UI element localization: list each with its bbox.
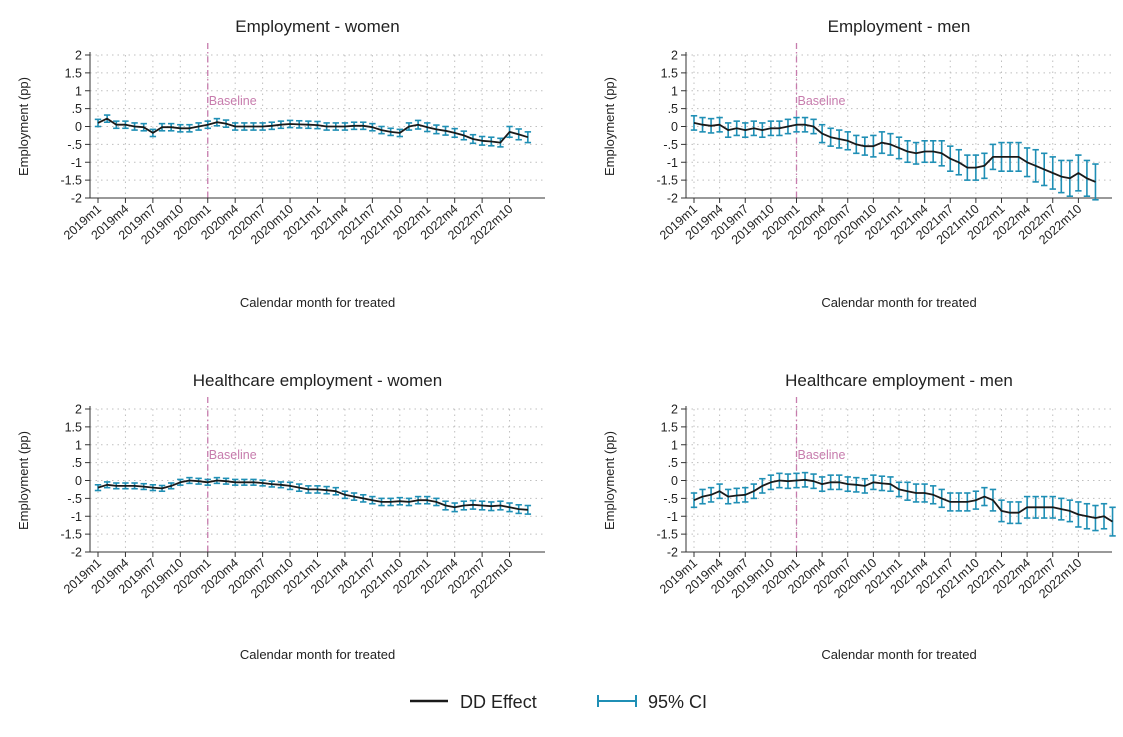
y-tick-label: 1.5 (661, 420, 678, 434)
baseline-label: Baseline (209, 94, 257, 108)
y-tick-label: 2 (671, 49, 678, 63)
y-tick-label: -.5 (663, 492, 678, 506)
y-tick-label: -1.5 (60, 174, 82, 188)
y-axis-label: Employment (pp) (602, 431, 617, 530)
gridlines (90, 408, 545, 553)
y-axis-label: Employment (pp) (16, 77, 31, 176)
chart-title: Healthcare employment - men (785, 371, 1013, 390)
baseline-label: Baseline (209, 448, 257, 462)
x-axis-label: Calendar month for treated (240, 647, 395, 662)
y-tick-label: -1.5 (656, 528, 678, 542)
y-tick-label: -.5 (67, 138, 82, 152)
dd-effect-line (97, 117, 529, 144)
y-tick-label: 1 (671, 438, 678, 452)
y-axis-label: Employment (pp) (602, 77, 617, 176)
ci-series (690, 471, 1116, 537)
y-tick-label: 1 (671, 84, 678, 98)
y-tick-label: -1 (667, 510, 678, 524)
y-tick-label: 2 (671, 403, 678, 417)
y-tick-label: -.5 (67, 492, 82, 506)
y-tick-label: 2 (75, 403, 82, 417)
dd-effect-line (693, 478, 1113, 523)
y-tick-label: -2 (71, 192, 82, 206)
legend-ci-label: 95% CI (648, 692, 707, 712)
baseline-label: Baseline (798, 448, 846, 462)
chart-title: Employment - women (235, 17, 399, 36)
y-tick-label: -1.5 (656, 174, 678, 188)
y-tick-label: 1 (75, 438, 82, 452)
y-axis-label: Employment (pp) (16, 431, 31, 530)
y-tick-label: 1.5 (65, 420, 82, 434)
y-tick-label: .5 (668, 102, 678, 116)
y-tick-label: 0 (671, 474, 678, 488)
baseline-label: Baseline (798, 94, 846, 108)
legend-ci-swatch (597, 695, 637, 707)
x-axis-label: Calendar month for treated (821, 647, 976, 662)
y-tick-label: -2 (71, 546, 82, 560)
y-tick-label: 1.5 (661, 66, 678, 80)
gridlines (686, 408, 1112, 553)
y-tick-label: -1 (71, 510, 82, 524)
legend-effect-label: DD Effect (460, 692, 537, 712)
x-axis-label: Calendar month for treated (240, 295, 395, 310)
y-tick-label: -.5 (663, 138, 678, 152)
chart-title: Healthcare employment - women (193, 371, 442, 390)
y-tick-label: 1.5 (65, 66, 82, 80)
ci-series (94, 476, 532, 515)
y-tick-label: -1 (667, 156, 678, 170)
y-tick-label: .5 (72, 456, 82, 470)
ci-series (94, 114, 532, 148)
gridlines (686, 54, 1112, 199)
dd-effect-line (693, 122, 1096, 183)
x-axis-label: Calendar month for treated (821, 295, 976, 310)
y-tick-label: -1 (71, 156, 82, 170)
chart-panel-4: Healthcare employment - men Employment (p… (602, 371, 1116, 662)
y-tick-label: 1 (75, 84, 82, 98)
y-tick-label: -2 (667, 546, 678, 560)
y-tick-label: .5 (668, 456, 678, 470)
y-tick-label: -2 (667, 192, 678, 206)
y-tick-label: 2 (75, 49, 82, 63)
legend: DD Effect 95% CI (410, 692, 707, 712)
dd-effect-line (97, 479, 528, 511)
y-tick-label: 0 (75, 474, 82, 488)
chart-title: Employment - men (828, 17, 971, 36)
y-tick-label: -1.5 (60, 528, 82, 542)
chart-panel-3: Healthcare employment - women Employment … (16, 371, 545, 662)
y-tick-label: 0 (75, 120, 82, 134)
y-tick-label: 0 (671, 120, 678, 134)
y-tick-label: .5 (72, 102, 82, 116)
